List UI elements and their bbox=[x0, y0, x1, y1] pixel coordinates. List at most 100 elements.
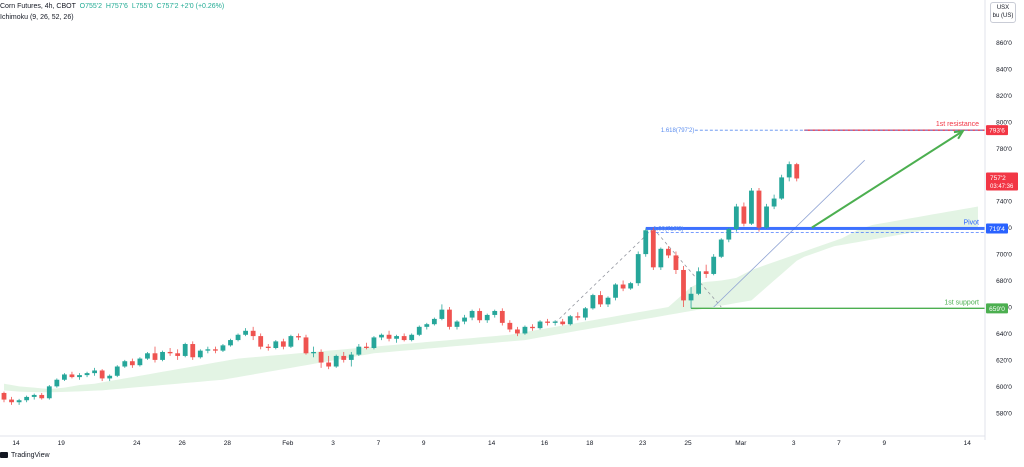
y-tick-label: 600'0 bbox=[996, 384, 1012, 391]
candle-body bbox=[537, 321, 543, 329]
support-price-tag bbox=[986, 303, 1008, 314]
candle-body bbox=[167, 351, 173, 354]
candlesticks bbox=[1, 161, 800, 405]
support-price-tag-text: 659'0 bbox=[989, 306, 1005, 313]
candle-body bbox=[764, 206, 769, 228]
candle-body bbox=[545, 321, 550, 323]
candle-body bbox=[243, 330, 248, 335]
candle-body bbox=[145, 353, 150, 359]
candle-body bbox=[703, 271, 709, 274]
ohlc-high: H757'6 bbox=[105, 3, 128, 10]
fib-swing-line bbox=[554, 228, 654, 324]
trend-guides bbox=[554, 159, 865, 324]
candle-body bbox=[190, 344, 196, 358]
candle-body bbox=[137, 358, 143, 366]
candle-body bbox=[515, 329, 520, 334]
ohlc-low: L755'0 bbox=[131, 3, 153, 10]
support-label: 1st support bbox=[944, 299, 979, 306]
x-tick-label: 7 bbox=[377, 440, 381, 447]
candle-body bbox=[681, 269, 686, 301]
candle-body bbox=[560, 321, 566, 325]
candle-body bbox=[122, 361, 128, 367]
candle-body bbox=[454, 321, 460, 327]
candle-body bbox=[39, 394, 45, 399]
candle-body bbox=[499, 310, 505, 323]
candle-body bbox=[733, 206, 739, 229]
y-tick-label: 700'0 bbox=[996, 252, 1012, 259]
candle-body bbox=[220, 345, 226, 351]
candle-body bbox=[590, 295, 596, 309]
y-tick-label: 620'0 bbox=[996, 357, 1012, 364]
candle-body bbox=[628, 283, 634, 289]
candle-body bbox=[786, 164, 792, 178]
candle-body bbox=[673, 255, 679, 270]
candle-body bbox=[484, 314, 490, 321]
x-tick-label: 3 bbox=[792, 440, 796, 447]
y-tick-label: 840'0 bbox=[996, 66, 1012, 73]
candle-body bbox=[394, 336, 399, 339]
candle-body bbox=[348, 354, 354, 360]
cloud-area bbox=[4, 206, 978, 393]
candle-body bbox=[182, 344, 188, 356]
candle-body bbox=[582, 308, 588, 318]
price-levels: 1st resistance Pivot 1st support 1.618(797'… bbox=[645, 121, 985, 310]
candle-body bbox=[530, 326, 535, 329]
tradingview-logo[interactable]: TradingView bbox=[0, 452, 50, 459]
candle-body bbox=[84, 373, 90, 376]
candle-body bbox=[213, 349, 218, 351]
candle-body bbox=[462, 317, 467, 322]
candle-body bbox=[258, 336, 264, 347]
y-tick-label: 580'0 bbox=[996, 410, 1012, 417]
candle-body bbox=[62, 374, 67, 380]
candle-body bbox=[129, 361, 135, 366]
candle-body bbox=[658, 248, 664, 268]
candle-body bbox=[726, 228, 732, 240]
candle-body bbox=[265, 346, 271, 348]
candle-body bbox=[477, 310, 483, 321]
candle-body bbox=[771, 198, 777, 207]
candle-body bbox=[9, 399, 14, 403]
candle-body bbox=[92, 370, 97, 374]
x-tick-label: 18 bbox=[586, 440, 594, 447]
x-tick-label: 9 bbox=[882, 440, 886, 447]
currency-unit: bu (US) bbox=[992, 13, 1014, 19]
candle-body bbox=[280, 341, 286, 347]
candle-body bbox=[160, 351, 165, 360]
x-tick-label: 3 bbox=[331, 440, 335, 447]
price-axis-panel[interactable] bbox=[985, 0, 1024, 440]
candle-body bbox=[273, 341, 279, 348]
candle-body bbox=[507, 322, 513, 330]
candle-body bbox=[447, 309, 452, 327]
candle-body bbox=[333, 355, 339, 367]
candle-body bbox=[235, 334, 241, 341]
time-axis: 14 19 24 26 28 Feb 3 7 9 14 16 18 23 25 Mar 3 7 9 14 bbox=[12, 440, 971, 447]
candle-body bbox=[356, 346, 362, 355]
candle-body bbox=[492, 310, 498, 315]
candle-body bbox=[371, 337, 377, 348]
candle-body bbox=[197, 350, 203, 358]
x-tick-label: 19 bbox=[58, 440, 66, 447]
candle-body bbox=[635, 254, 641, 284]
candle-body bbox=[666, 248, 671, 256]
resistance-price-tag bbox=[986, 125, 1008, 136]
candle-body bbox=[741, 206, 747, 224]
candle-body bbox=[364, 346, 369, 348]
candle-body bbox=[794, 164, 800, 179]
candle-body bbox=[522, 326, 528, 334]
candle-body bbox=[24, 396, 30, 401]
x-tick-label: 9 bbox=[422, 440, 426, 447]
candle-body bbox=[318, 351, 324, 363]
currency-unit-button[interactable]: USX bu (US) bbox=[990, 2, 1016, 23]
candle-body bbox=[409, 334, 415, 341]
x-tick-label: Mar bbox=[735, 440, 747, 447]
projection-arrow bbox=[811, 129, 965, 229]
x-tick-label: 28 bbox=[224, 440, 232, 447]
candle-body bbox=[288, 336, 294, 347]
indicator-label[interactable]: Ichimoku (9, 26, 52, 26) bbox=[0, 14, 74, 21]
candle-body bbox=[431, 318, 437, 325]
candle-countdown: 03:47:36 bbox=[990, 184, 1014, 190]
symbol-title: Corn Futures, 4h, CBOT bbox=[0, 3, 76, 10]
candle-body bbox=[99, 370, 105, 379]
candle-body bbox=[439, 309, 445, 319]
